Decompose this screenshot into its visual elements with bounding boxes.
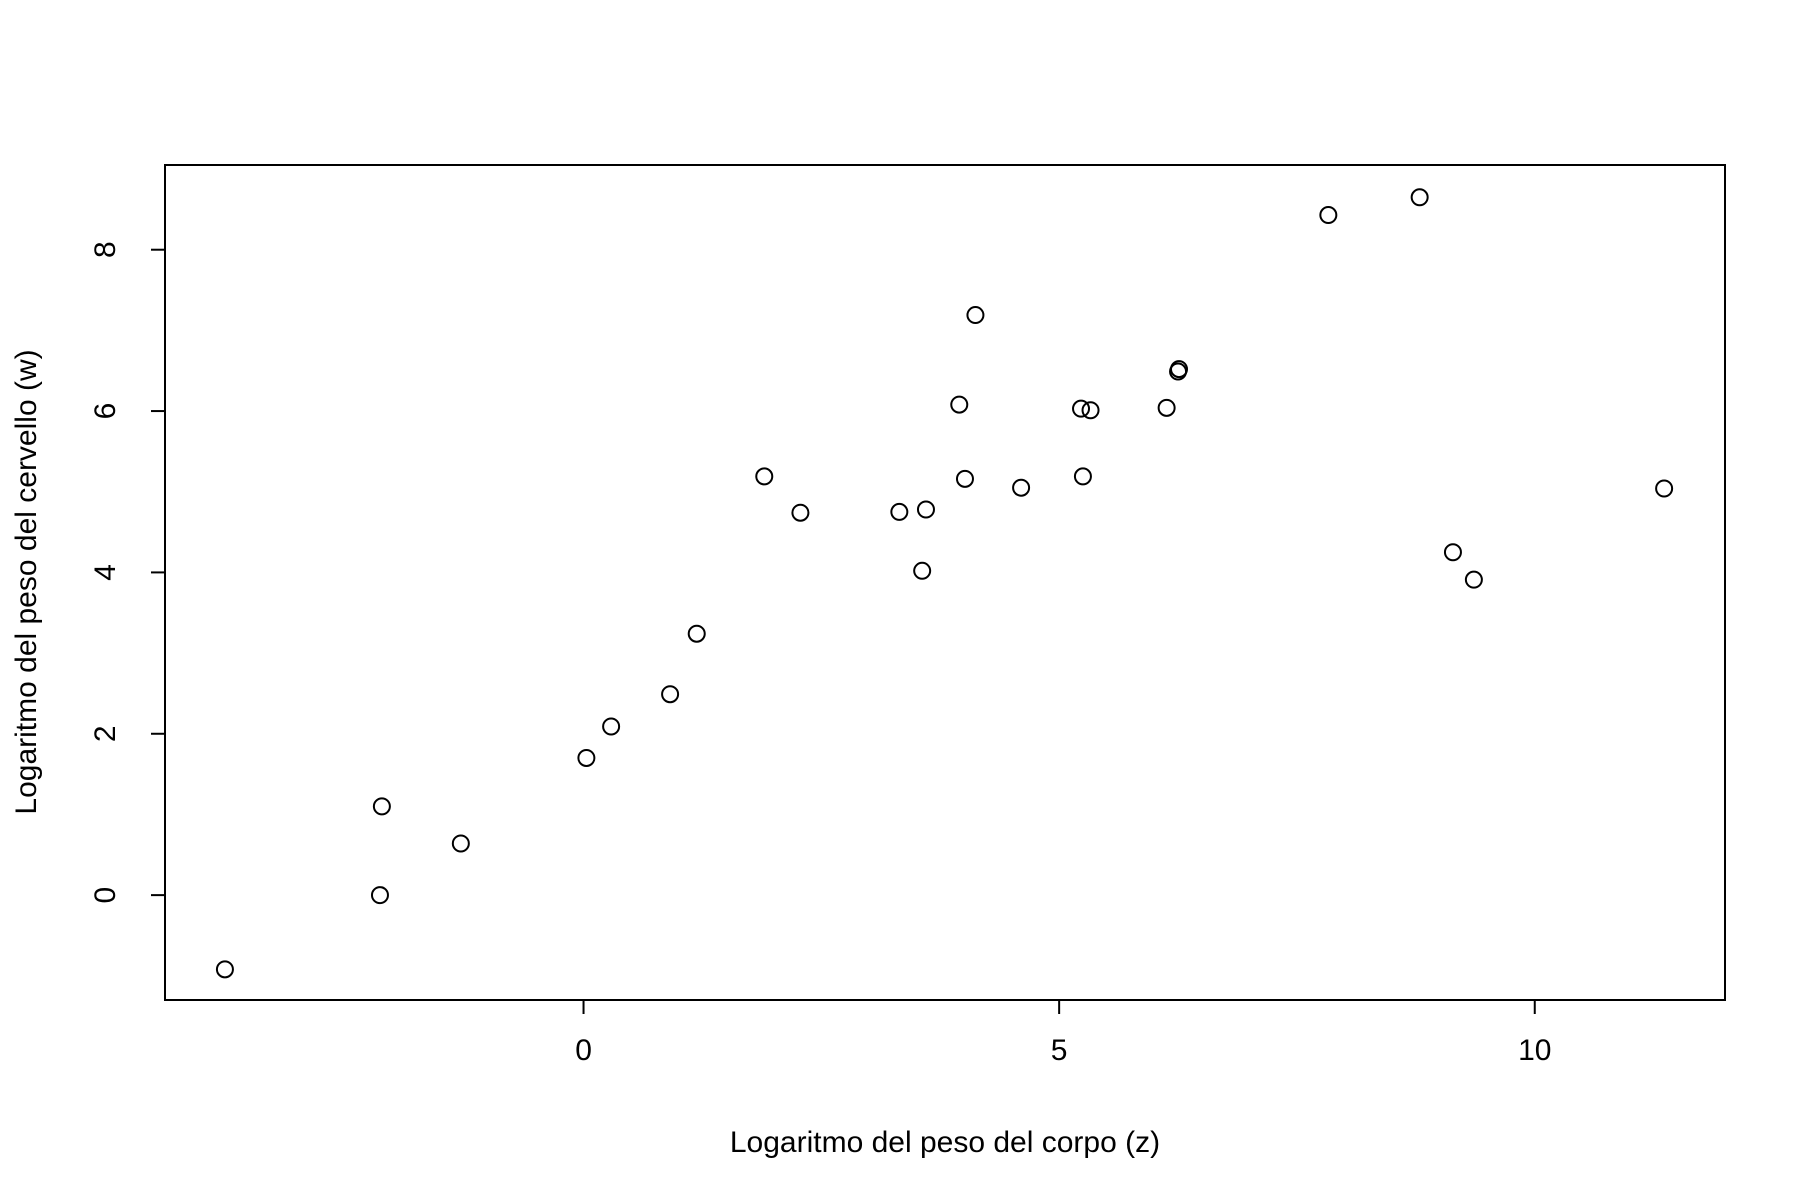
data-point bbox=[966, 306, 985, 325]
data-point bbox=[451, 834, 470, 853]
data-point bbox=[791, 503, 810, 522]
data-point bbox=[916, 500, 935, 519]
data-point bbox=[661, 685, 680, 704]
x-axis-label: Logaritmo del peso del corpo (z) bbox=[730, 1126, 1160, 1159]
data-point bbox=[687, 624, 706, 643]
data-point bbox=[1655, 479, 1674, 498]
x-tick-label: 10 bbox=[1518, 1034, 1551, 1067]
plot-frame bbox=[164, 164, 1726, 1001]
data-point bbox=[1410, 188, 1429, 207]
data-points bbox=[215, 188, 1674, 979]
data-point bbox=[602, 717, 621, 736]
data-point bbox=[1170, 360, 1188, 379]
data-point bbox=[955, 469, 974, 488]
data-point bbox=[890, 502, 909, 521]
data-point bbox=[913, 561, 932, 580]
y-tick-label: 4 bbox=[89, 564, 122, 581]
data-point bbox=[577, 748, 596, 767]
y-tick-label: 0 bbox=[89, 887, 122, 904]
data-point bbox=[1319, 206, 1338, 225]
y-tick-label: 2 bbox=[89, 725, 122, 742]
data-point bbox=[1464, 570, 1483, 589]
y-tick-label: 6 bbox=[89, 403, 122, 420]
data-point bbox=[1443, 543, 1462, 562]
data-point bbox=[950, 395, 969, 414]
x-tick-label: 0 bbox=[575, 1034, 592, 1067]
x-axis: 0 5 10 bbox=[575, 999, 1551, 1067]
data-point bbox=[1073, 467, 1092, 486]
y-tick-label: 8 bbox=[89, 241, 122, 258]
data-point bbox=[370, 886, 389, 905]
y-axis: 0 2 4 6 8 bbox=[89, 241, 166, 904]
data-point bbox=[1072, 399, 1091, 418]
data-point bbox=[1081, 401, 1100, 420]
data-point bbox=[1157, 398, 1176, 417]
data-point bbox=[1012, 478, 1031, 497]
y-axis-label: Logaritmo del peso del cervello (w) bbox=[10, 349, 43, 814]
data-point bbox=[755, 467, 774, 486]
data-point bbox=[372, 797, 391, 816]
data-point bbox=[215, 960, 234, 979]
x-tick-label: 5 bbox=[1051, 1034, 1068, 1067]
